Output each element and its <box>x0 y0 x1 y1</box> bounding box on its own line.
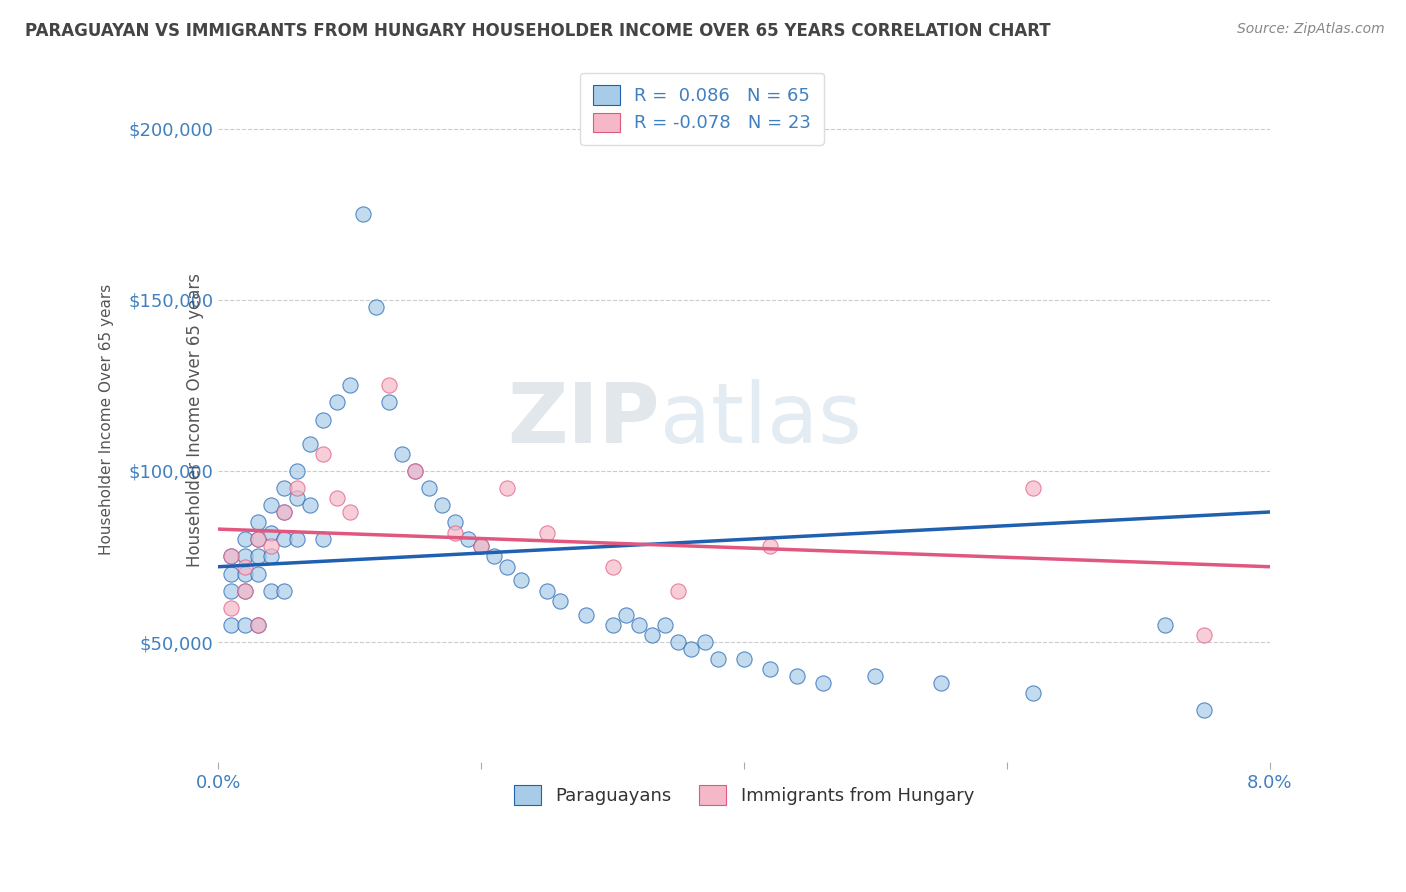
Point <box>364 300 387 314</box>
Point <box>246 618 269 632</box>
Point <box>457 533 479 547</box>
Point <box>221 549 243 564</box>
Point <box>221 600 243 615</box>
Point <box>470 539 492 553</box>
Point <box>418 481 440 495</box>
Point <box>548 594 571 608</box>
Point <box>233 549 256 564</box>
Point <box>273 481 295 495</box>
Point <box>666 635 689 649</box>
Point <box>575 607 598 622</box>
Point <box>312 533 335 547</box>
Point <box>260 525 283 540</box>
Point <box>233 583 256 598</box>
Point <box>299 436 322 450</box>
Point <box>602 618 624 632</box>
Point <box>246 618 269 632</box>
Point <box>285 464 308 478</box>
Point <box>233 533 256 547</box>
Point <box>339 505 361 519</box>
Point <box>285 491 308 506</box>
Point <box>496 481 519 495</box>
Point <box>246 515 269 529</box>
Point <box>1022 686 1045 700</box>
Text: Source: ZipAtlas.com: Source: ZipAtlas.com <box>1237 22 1385 37</box>
Point <box>221 566 243 581</box>
Point <box>509 574 531 588</box>
Point <box>233 618 256 632</box>
Point <box>706 652 728 666</box>
Point <box>470 539 492 553</box>
Point <box>273 533 295 547</box>
Point <box>260 539 283 553</box>
Point <box>260 498 283 512</box>
Point <box>312 447 335 461</box>
Point <box>285 533 308 547</box>
Y-axis label: Householder Income Over 65 years: Householder Income Over 65 years <box>187 273 204 566</box>
Point <box>260 583 283 598</box>
Point <box>496 559 519 574</box>
Y-axis label: Householder Income Over 65 years: Householder Income Over 65 years <box>100 284 114 555</box>
Point <box>444 515 467 529</box>
Point <box>536 583 558 598</box>
Point <box>759 662 782 676</box>
Point <box>246 566 269 581</box>
Point <box>430 498 453 512</box>
Point <box>233 583 256 598</box>
Point <box>221 583 243 598</box>
Point <box>444 525 467 540</box>
Text: ZIP: ZIP <box>508 379 659 460</box>
Point <box>273 583 295 598</box>
Point <box>246 533 269 547</box>
Point <box>285 481 308 495</box>
Point <box>339 378 361 392</box>
Text: atlas: atlas <box>659 379 862 460</box>
Point <box>404 464 426 478</box>
Point <box>1022 481 1045 495</box>
Point <box>246 549 269 564</box>
Point <box>811 676 834 690</box>
Point <box>404 464 426 478</box>
Point <box>325 395 347 409</box>
Point <box>391 447 413 461</box>
Point <box>759 539 782 553</box>
Point <box>260 549 283 564</box>
Point <box>536 525 558 540</box>
Point <box>1192 628 1215 642</box>
Point <box>733 652 755 666</box>
Text: PARAGUAYAN VS IMMIGRANTS FROM HUNGARY HOUSEHOLDER INCOME OVER 65 YEARS CORRELATI: PARAGUAYAN VS IMMIGRANTS FROM HUNGARY HO… <box>25 22 1050 40</box>
Point <box>378 395 401 409</box>
Point <box>325 491 347 506</box>
Point <box>929 676 952 690</box>
Point <box>352 207 374 221</box>
Point <box>602 559 624 574</box>
Point <box>221 618 243 632</box>
Point <box>681 641 703 656</box>
Point <box>233 566 256 581</box>
Point <box>693 635 716 649</box>
Point <box>654 618 676 632</box>
Point <box>614 607 637 622</box>
Point <box>1192 703 1215 717</box>
Point <box>233 559 256 574</box>
Legend: Paraguayans, Immigrants from Hungary: Paraguayans, Immigrants from Hungary <box>505 776 983 814</box>
Point <box>484 549 506 564</box>
Point <box>299 498 322 512</box>
Point <box>627 618 650 632</box>
Point <box>273 505 295 519</box>
Point <box>312 412 335 426</box>
Point <box>1153 618 1175 632</box>
Point <box>221 549 243 564</box>
Point <box>865 669 887 683</box>
Point <box>786 669 808 683</box>
Point <box>378 378 401 392</box>
Point <box>666 583 689 598</box>
Point <box>273 505 295 519</box>
Point <box>246 533 269 547</box>
Point <box>641 628 664 642</box>
